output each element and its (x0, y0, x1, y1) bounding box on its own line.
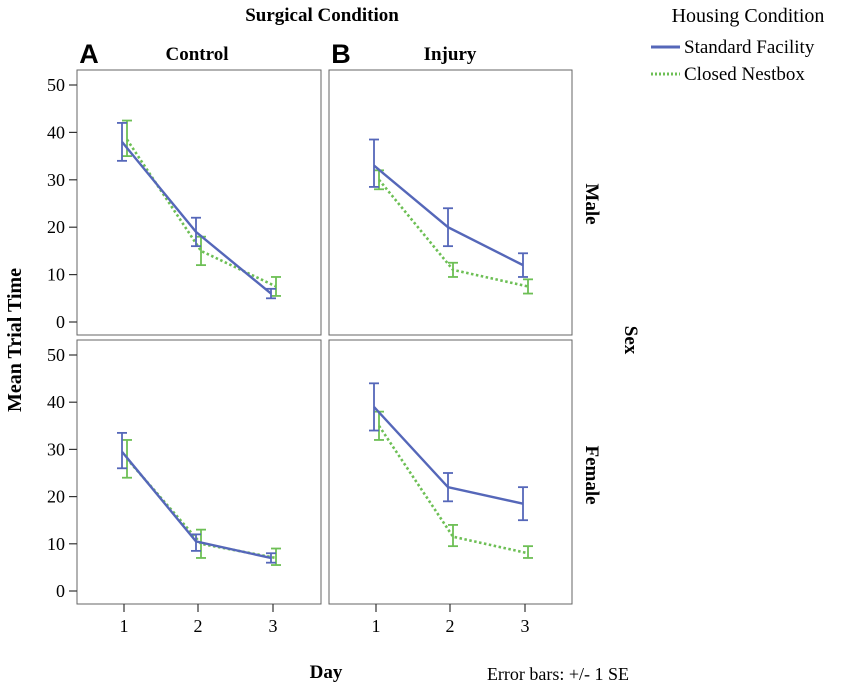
y-tick-label: 20 (47, 217, 65, 237)
x-tick-label: 3 (521, 616, 530, 636)
row-label-male: Male (581, 183, 602, 224)
panel-frame (76, 69, 322, 336)
error-bar-standard-facility (117, 122, 127, 162)
column-label-control: Control (166, 44, 229, 65)
y-tick-label: 50 (47, 75, 65, 95)
error-bar-standard-facility (266, 287, 276, 300)
y-tick-label: 40 (47, 122, 65, 142)
y-tick-label: 0 (56, 581, 65, 601)
y-tick-label: 10 (47, 534, 65, 554)
legend-title: Housing Condition (672, 5, 825, 27)
error-bar-closed-nestbox (271, 276, 281, 297)
error-bar-standard-facility (443, 472, 453, 503)
error-bar-closed-nestbox (523, 545, 533, 559)
row-label-female: Female (581, 445, 602, 504)
y-tick-label: 50 (47, 345, 65, 365)
error-bar-standard-facility (443, 207, 453, 248)
error-bar-standard-facility (369, 138, 379, 188)
y-tick-label: 40 (47, 392, 65, 412)
column-label-injury: Injury (424, 44, 477, 65)
error-bar-closed-nestbox (448, 261, 458, 278)
panel-letter-b: B (331, 39, 351, 69)
error-bar-closed-nestbox (523, 278, 533, 295)
y-tick-label: 10 (47, 265, 65, 285)
y-tick-label: 20 (47, 487, 65, 507)
legend-label-closed-nestbox: Closed Nestbox (684, 64, 805, 85)
error-bar-standard-facility (117, 431, 127, 470)
error-bar-standard-facility (191, 216, 201, 248)
error-bar-standard-facility (518, 252, 528, 278)
panel-injury-female: 1 2 3 (328, 339, 573, 636)
panel-frame (328, 339, 573, 605)
legend-label-standard-facility: Standard Facility (684, 37, 815, 58)
y-axis-title: Mean Trial Time (4, 268, 26, 412)
error-bar-closed-nestbox (122, 119, 132, 158)
y-tick-label: 30 (47, 439, 65, 459)
error-bar-footnote: Error bars: +/- 1 SE (487, 664, 629, 684)
y-tick-label: 0 (56, 312, 65, 332)
x-tick-label: 1 (120, 616, 129, 636)
row-facet-title-sex: Sex (620, 326, 641, 355)
x-tick-label: 2 (446, 616, 455, 636)
x-axis-title: Day (310, 662, 343, 683)
x-tick-label: 1 (372, 616, 381, 636)
y-tick-label: 30 (47, 170, 65, 190)
x-tick-label: 2 (194, 616, 203, 636)
figure-title: Surgical Condition (245, 5, 399, 26)
panel-control-male: 0 10 20 30 40 50 (47, 69, 322, 336)
error-bar-closed-nestbox (448, 524, 458, 548)
panel-control-female: 0 10 20 30 40 50 1 2 3 (47, 339, 322, 636)
error-bar-standard-facility (191, 533, 201, 552)
legend: Housing Condition Standard Facility Clos… (651, 5, 824, 85)
panels-group: 0 10 20 30 40 50 0 10 20 30 40 50 1 2 3 1 2 3 (47, 69, 573, 636)
error-bar-standard-facility (369, 382, 379, 432)
panel-letter-a: A (79, 39, 99, 69)
panel-frame (76, 339, 322, 605)
error-bar-standard-facility (518, 486, 528, 522)
panel-frame (328, 69, 573, 336)
error-bar-standard-facility (266, 552, 276, 564)
panel-injury-male (328, 69, 573, 336)
x-tick-label: 3 (269, 616, 278, 636)
